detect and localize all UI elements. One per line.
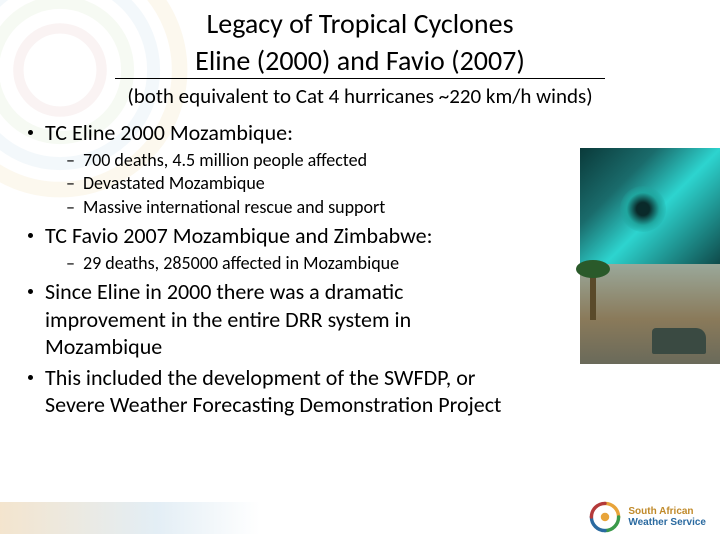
subtitle: (both equivalent to Cat 4 hurricanes ~22… (0, 83, 720, 109)
bullet-dot-icon (28, 375, 33, 380)
saws-logo: South African Weather Service (588, 500, 706, 534)
bullet-item: This included the development of the SWF… (28, 364, 692, 419)
content-area: TC Eline 2000 Mozambique:–700 deaths, 4.… (0, 109, 720, 419)
title-block: Legacy of Tropical Cyclones Eline (2000)… (0, 0, 720, 109)
sub-bullet-item: –Devastated Mozambique (66, 172, 692, 195)
title-line-1: Legacy of Tropical Cyclones (0, 6, 720, 41)
sub-bullet-text: 29 deaths, 285000 affected in Mozambique (83, 252, 399, 275)
bullet-list: TC Eline 2000 Mozambique:–700 deaths, 4.… (28, 119, 692, 419)
bullet-text: This included the development of the SWF… (45, 364, 525, 419)
dash-icon: – (66, 172, 75, 195)
saws-logo-text: South African Weather Service (628, 506, 706, 528)
sub-bullet-item: –Massive international rescue and suppor… (66, 196, 692, 219)
dash-icon: – (66, 252, 75, 275)
sub-bullet-item: –29 deaths, 285000 affected in Mozambiqu… (66, 252, 692, 275)
bullet-dot-icon (28, 233, 33, 238)
sub-bullet-item: –700 deaths, 4.5 million people affected (66, 149, 692, 172)
footer-gradient-decoration (0, 502, 260, 534)
sub-bullet-text: Massive international rescue and support (83, 196, 385, 219)
bullet-item: TC Eline 2000 Mozambique:–700 deaths, 4.… (28, 119, 692, 218)
bullet-item: Since Eline in 2000 there was a dramatic… (28, 278, 692, 361)
sub-bullet-text: Devastated Mozambique (83, 172, 265, 195)
saws-logo-icon (588, 500, 622, 534)
bullet-item: TC Favio 2007 Mozambique and Zimbabwe:–2… (28, 222, 692, 274)
title-line-2: Eline (2000) and Favio (2007) (115, 43, 605, 78)
bullet-dot-icon (28, 130, 33, 135)
dash-icon: – (66, 149, 75, 172)
bullet-text: TC Favio 2007 Mozambique and Zimbabwe: (45, 222, 432, 250)
sub-bullet-text: 700 deaths, 4.5 million people affected (83, 149, 367, 172)
bullet-dot-icon (28, 289, 33, 294)
sub-bullet-list: –29 deaths, 285000 affected in Mozambiqu… (66, 252, 692, 275)
dash-icon: – (66, 196, 75, 219)
sub-bullet-list: –700 deaths, 4.5 million people affected… (66, 149, 692, 219)
bullet-text: TC Eline 2000 Mozambique: (45, 119, 293, 147)
bullet-text: Since Eline in 2000 there was a dramatic… (45, 278, 525, 361)
